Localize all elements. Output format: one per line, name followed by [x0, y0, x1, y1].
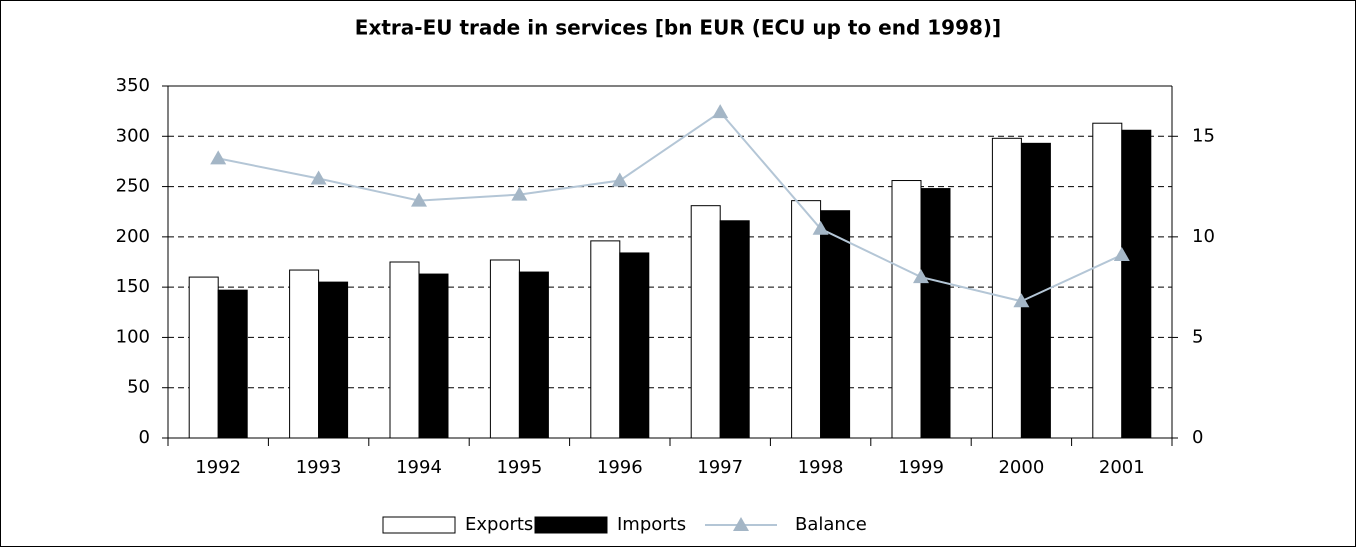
balance-marker — [1013, 293, 1030, 308]
x-tick-label: 1999 — [898, 457, 944, 478]
balance-marker — [712, 104, 729, 119]
legend-swatch — [534, 516, 608, 534]
balance-marker — [411, 192, 427, 207]
y2-tick-label: 5 — [1192, 326, 1203, 347]
balance-marker — [611, 172, 628, 187]
legend-marker — [733, 517, 749, 531]
y-tick-label: 350 — [116, 75, 150, 96]
x-tick-label: 1998 — [798, 457, 844, 478]
legend-label: Imports — [617, 514, 686, 535]
bar — [217, 289, 248, 439]
balance-marker — [1113, 246, 1130, 261]
balance-line — [218, 110, 1123, 303]
bar — [791, 200, 822, 439]
bar — [389, 261, 420, 439]
bar — [820, 210, 851, 439]
balance-marker — [812, 220, 829, 235]
x-tick-label: 1994 — [396, 457, 442, 478]
y2-tick-label: 15 — [1192, 125, 1215, 146]
x-tick-label: 2000 — [998, 457, 1044, 478]
y-tick-label: 50 — [127, 377, 150, 398]
y-tick-label: 300 — [116, 125, 150, 146]
legend-label: Balance — [795, 514, 867, 535]
y-tick-label: 0 — [139, 427, 150, 448]
legend-label: Exports — [465, 514, 533, 535]
y-tick-label: 150 — [116, 276, 150, 297]
balance-marker — [511, 186, 528, 201]
bar — [318, 281, 349, 439]
y-tick-label: 250 — [116, 176, 150, 197]
bar — [418, 273, 449, 439]
bar — [1121, 129, 1152, 439]
balance-marker — [913, 269, 929, 284]
balance-marker — [210, 150, 227, 165]
bar — [289, 269, 320, 439]
x-tick-label: 1996 — [597, 457, 643, 478]
bar — [891, 180, 922, 439]
bar — [1092, 122, 1123, 439]
y-tick-label: 100 — [116, 326, 150, 347]
x-tick-label: 1997 — [697, 457, 743, 478]
bar — [188, 276, 219, 439]
bar — [590, 240, 621, 439]
y2-tick-label: 10 — [1192, 226, 1215, 247]
x-tick-label: 2001 — [1099, 457, 1145, 478]
x-tick-label: 1993 — [296, 457, 342, 478]
balance-marker — [310, 170, 327, 185]
bar — [719, 220, 750, 439]
bar — [991, 137, 1022, 439]
chart-title: Extra-EU trade in services [bn EUR (ECU … — [355, 16, 1001, 40]
bar — [619, 252, 650, 439]
bar — [920, 188, 951, 439]
legend-swatch — [382, 516, 456, 534]
x-tick-label: 1992 — [195, 457, 241, 478]
bar — [518, 271, 549, 439]
y-tick-label: 200 — [116, 226, 150, 247]
y2-tick-label: 0 — [1192, 427, 1203, 448]
x-tick-label: 1995 — [496, 457, 542, 478]
bar — [690, 205, 721, 439]
bar — [489, 259, 520, 439]
